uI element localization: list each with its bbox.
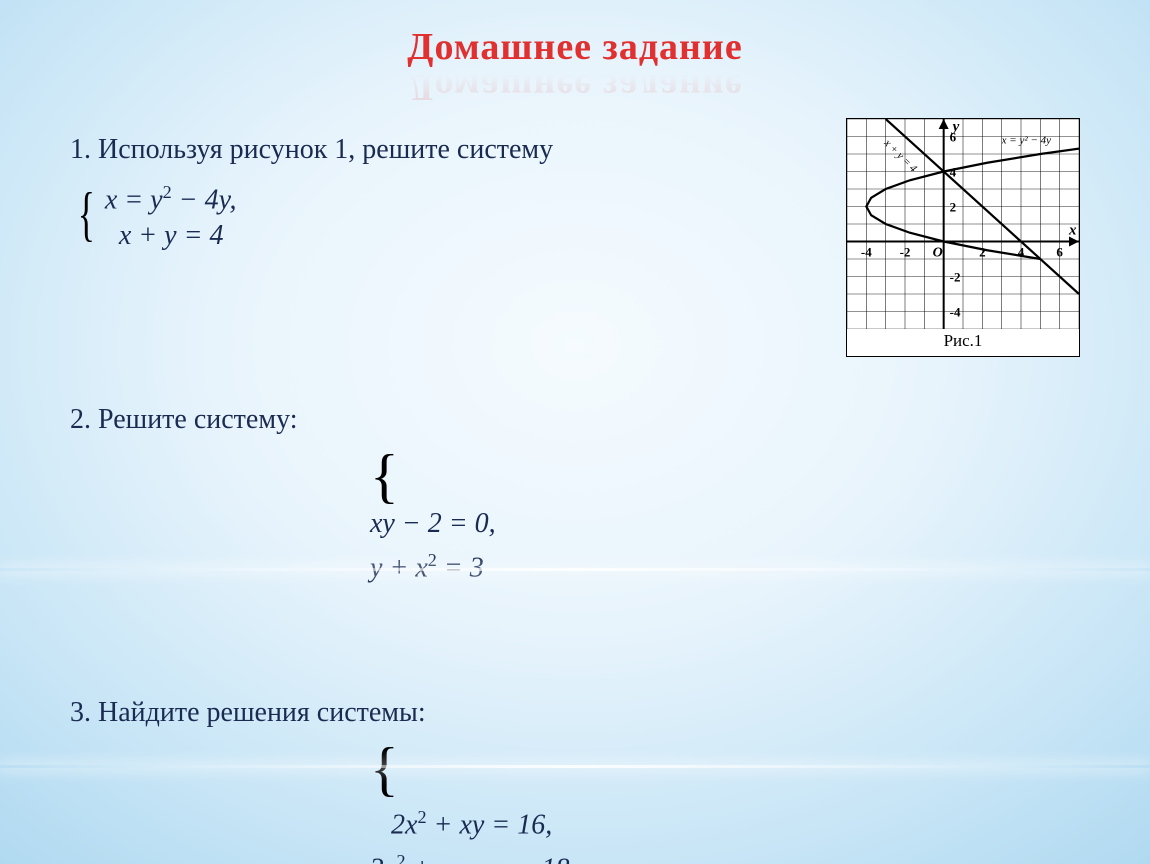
svg-text:x = y² − 4y: x = y² − 4y: [1001, 135, 1051, 147]
svg-text:-2: -2: [950, 270, 961, 285]
problem-1-eq2: x + y = 4: [105, 218, 237, 254]
problem-3-text: 3. Найдите решения системы:: [70, 697, 1080, 729]
svg-text:6: 6: [1056, 245, 1063, 260]
problem-2-text: 2. Решите систему:: [70, 404, 1080, 436]
slide: Домашнее задание Домашнее задание 1. Исп…: [0, 0, 1150, 864]
slide-title-reflection: Домашнее задание: [70, 65, 1080, 109]
problem-3-eq2: 3x2 + xy − x = 18: [370, 843, 1080, 864]
decorative-band: [0, 568, 1150, 571]
svg-text:2: 2: [950, 200, 957, 215]
svg-text:y: y: [951, 119, 960, 135]
problem-2-eq2: y + x2 = 3: [370, 542, 1080, 586]
svg-text:-4: -4: [950, 305, 961, 320]
problem-3-system: { 2x2 + xy = 16, 3x2 + xy − x = 18: [370, 739, 1080, 864]
problem-3-eq1: 2x2 + xy = 16,: [370, 799, 1080, 843]
figure-1-caption: Рис.1: [847, 329, 1079, 356]
brace-icon: {: [370, 736, 399, 802]
svg-text:2: 2: [979, 245, 986, 260]
figure-1-plot: -4-2246-4-2246Oxyx = y² − 4yx + y = 4: [847, 119, 1079, 329]
brace-icon: {: [370, 443, 399, 509]
problem-2-eq1: xy − 2 = 0,: [370, 506, 1080, 542]
problem-1-system: { x = y2 − 4y, x + y = 4: [72, 174, 236, 254]
slide-title: Домашнее задание: [70, 25, 1080, 69]
problem-2-system: { xy − 2 = 0, y + x2 = 3: [370, 446, 1080, 586]
brace-icon: {: [78, 184, 95, 244]
problem-1-eq1: x = y2 − 4y,: [105, 174, 237, 218]
svg-text:-2: -2: [900, 245, 911, 260]
figure-1: -4-2246-4-2246Oxyx = y² − 4yx + y = 4 Ри…: [846, 118, 1080, 357]
decorative-band: [0, 765, 1150, 768]
svg-text:O: O: [933, 246, 943, 261]
svg-text:-4: -4: [861, 245, 872, 260]
svg-text:x: x: [1068, 223, 1077, 239]
